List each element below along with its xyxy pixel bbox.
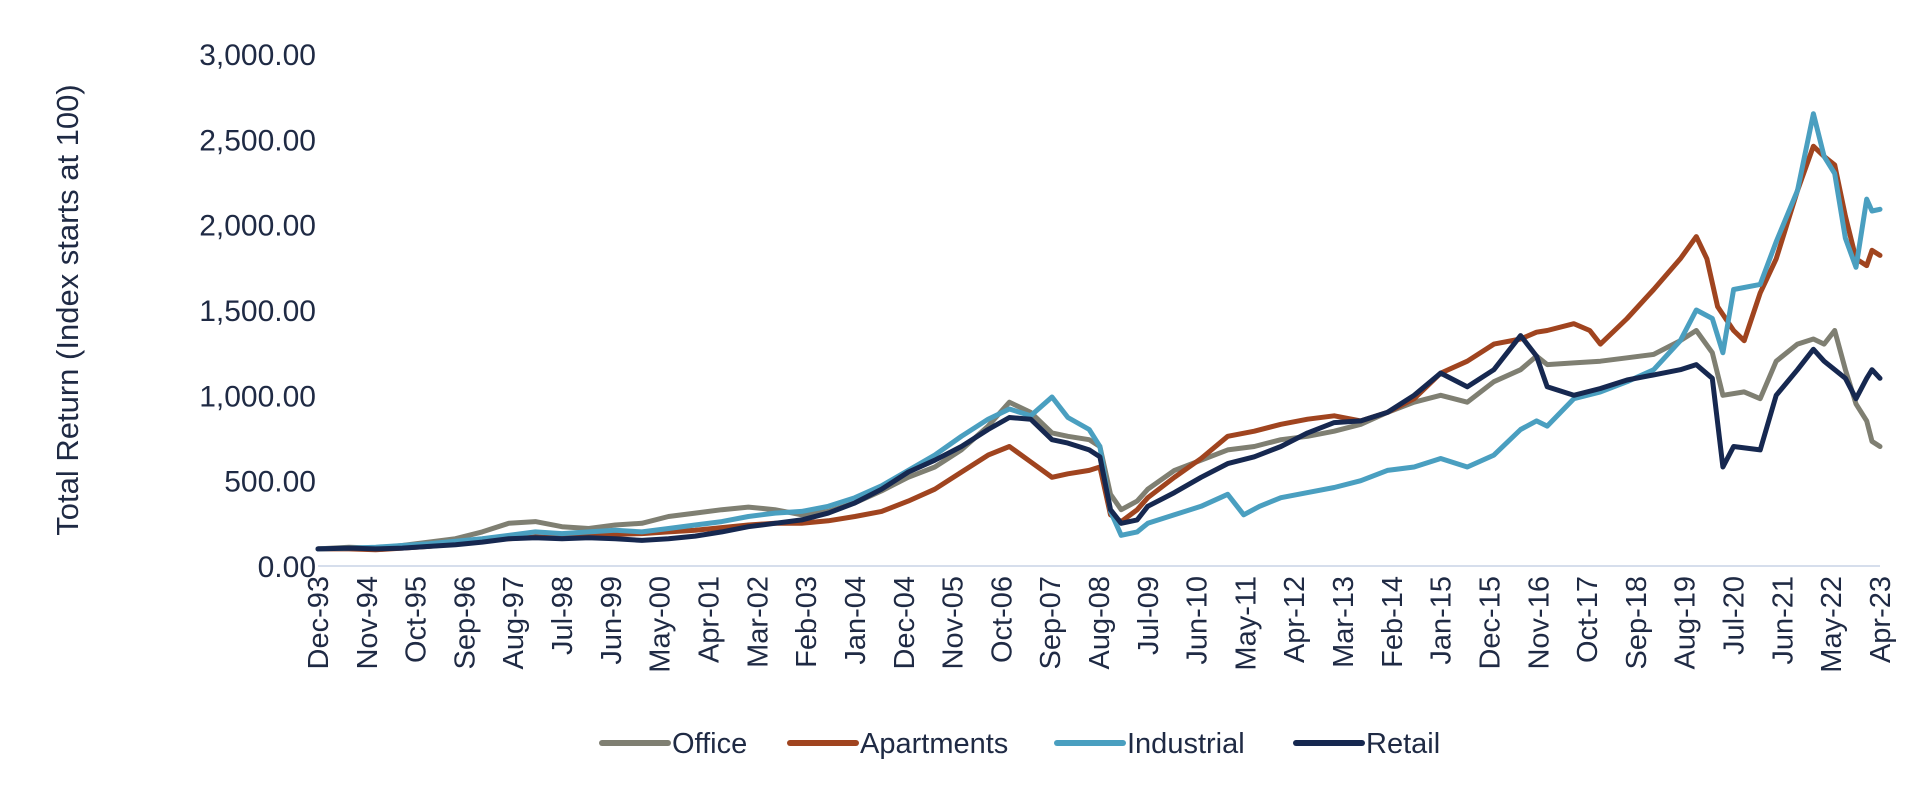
x-tick-label: Aug-08	[1084, 576, 1116, 670]
x-tick-label: Aug-97	[498, 576, 530, 670]
x-tick-label: Nov-16	[1523, 576, 1555, 670]
x-tick-label: Sep-96	[449, 576, 481, 670]
y-tick-label: 2,000.00	[199, 210, 316, 243]
x-tick-label: Dec-15	[1475, 576, 1507, 670]
y-tick-label: 1,000.00	[199, 380, 316, 413]
x-tick-label: Jun-10	[1182, 576, 1214, 665]
y-tick-label: 1,500.00	[199, 295, 316, 328]
y-tick-label: 0.00	[258, 551, 316, 584]
legend-label-industrial: Industrial	[1127, 728, 1245, 760]
x-tick-label: May-11	[1230, 576, 1262, 671]
y-tick-label: 2,500.00	[199, 124, 316, 157]
y-axis-ticks: 0.00 500.00 1,000.00 1,500.00 2,000.00 2,500.…	[199, 39, 316, 584]
series-line-office	[315, 328, 1883, 552]
x-tick-label: Jul-98	[547, 576, 579, 655]
x-tick-label: Sep-07	[1035, 576, 1067, 670]
x-tick-label: Nov-94	[352, 576, 384, 670]
x-tick-label: May-22	[1816, 576, 1848, 673]
x-tick-label: Jun-99	[596, 576, 628, 665]
x-tick-label: Mar-13	[1328, 576, 1360, 668]
x-tick-label: Jul-09	[1133, 576, 1165, 655]
x-tick-label: May-00	[645, 576, 677, 673]
x-tick-label: Feb-14	[1377, 576, 1409, 668]
y-tick-label: 3,000.00	[199, 39, 316, 72]
x-tick-label: Jul-20	[1719, 576, 1751, 655]
series-line-industrial	[315, 111, 1883, 552]
legend: Office Apartments Industrial Retail	[599, 728, 1440, 760]
y-axis-title: Total Return (Index starts at 100)	[50, 84, 85, 535]
legend-label-retail: Retail	[1366, 728, 1440, 760]
x-tick-label: Sep-18	[1621, 576, 1653, 670]
x-tick-label: Apr-01	[693, 576, 725, 663]
x-tick-label: Oct-95	[401, 576, 433, 663]
x-tick-label: Oct-06	[986, 576, 1018, 663]
x-tick-label: Aug-19	[1670, 576, 1702, 670]
series-line-retail	[315, 333, 1883, 552]
x-tick-label: Dec-04	[889, 576, 921, 670]
x-tick-label: Jan-04	[840, 576, 872, 665]
x-tick-label: Mar-02	[742, 576, 774, 668]
x-tick-label: Nov-05	[938, 576, 970, 670]
legend-label-apartments: Apartments	[860, 728, 1008, 760]
x-tick-label: Apr-23	[1865, 576, 1897, 663]
x-tick-label: Jun-21	[1767, 576, 1799, 665]
x-tick-label: Jan-15	[1426, 576, 1458, 665]
x-axis-ticks: Dec-93 Nov-94 Oct-95 Sep-96 Aug-97 Jul-98 Jun-…	[303, 576, 1897, 673]
x-tick-label: Dec-93	[303, 576, 335, 670]
series-line-apartments	[315, 143, 1883, 553]
x-tick-label: Apr-12	[1279, 576, 1311, 663]
legend-label-office: Office	[672, 728, 747, 760]
series-lines	[315, 111, 1883, 553]
x-tick-label: Oct-17	[1572, 576, 1604, 663]
x-tick-label: Feb-03	[791, 576, 823, 668]
y-tick-label: 500.00	[224, 466, 316, 499]
